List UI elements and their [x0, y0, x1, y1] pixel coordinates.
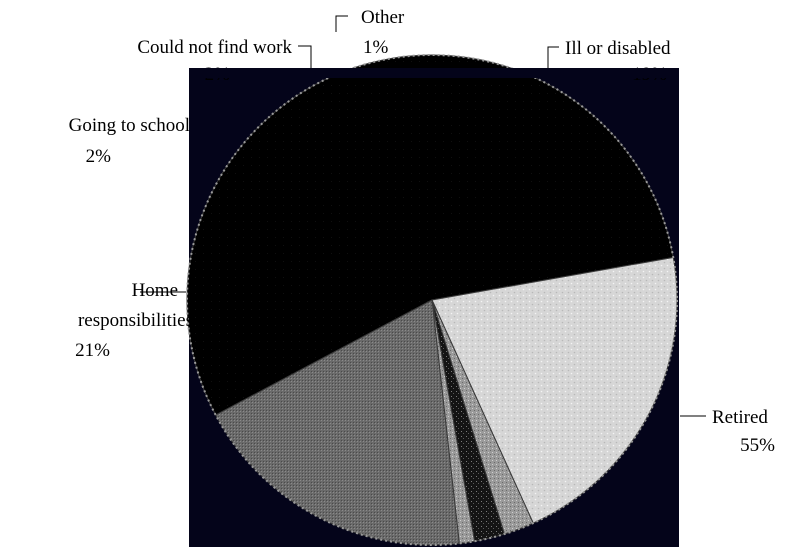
slice-value-label: 21% — [75, 340, 110, 361]
slice-label: Ill or disabled — [565, 38, 671, 59]
slice-label: Going to school — [69, 115, 190, 136]
leader-line — [298, 45, 312, 68]
slice-label: responsibilities — [78, 310, 193, 331]
slice-label: Retired — [712, 407, 768, 428]
pie-rim — [186, 54, 678, 546]
slice-label: Home — [132, 280, 178, 301]
pie-slice-home-responsibilities — [431, 256, 678, 524]
slice-label: Other — [361, 7, 405, 28]
slice-label: Could not find work — [137, 37, 292, 58]
slice-value-label: 1% — [363, 37, 389, 58]
plot-background-top — [189, 68, 679, 78]
slice-value-label: 55% — [740, 435, 775, 456]
leader-line — [335, 15, 348, 32]
slice-value-label: 2% — [86, 146, 112, 167]
pie-slice-ill-or-disabled — [215, 299, 460, 546]
leader-line — [547, 46, 559, 68]
